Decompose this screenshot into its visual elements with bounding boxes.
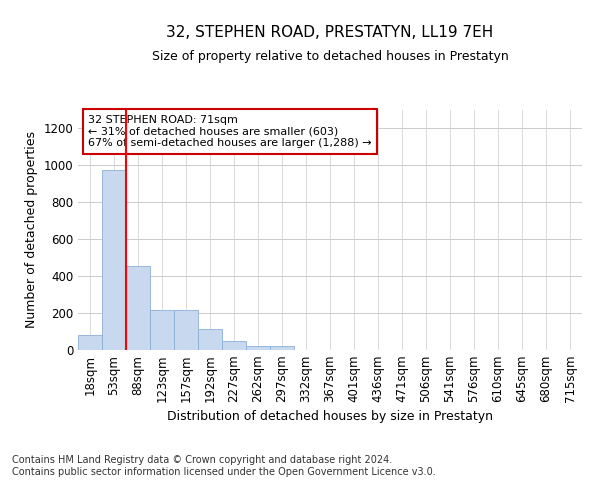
Bar bbox=[78, 335, 102, 350]
Bar bbox=[102, 170, 126, 350]
Text: Distribution of detached houses by size in Prestatyn: Distribution of detached houses by size … bbox=[167, 410, 493, 423]
Text: Contains HM Land Registry data © Crown copyright and database right 2024.
Contai: Contains HM Land Registry data © Crown c… bbox=[12, 455, 436, 476]
Bar bbox=[198, 329, 222, 350]
Bar bbox=[246, 346, 270, 350]
Bar bbox=[270, 346, 294, 350]
Bar bbox=[150, 310, 174, 350]
Bar bbox=[222, 341, 246, 350]
Bar bbox=[126, 266, 150, 350]
Bar bbox=[174, 310, 198, 350]
Y-axis label: Number of detached properties: Number of detached properties bbox=[25, 132, 38, 328]
Text: 32 STEPHEN ROAD: 71sqm
← 31% of detached houses are smaller (603)
67% of semi-de: 32 STEPHEN ROAD: 71sqm ← 31% of detached… bbox=[88, 115, 372, 148]
Text: Size of property relative to detached houses in Prestatyn: Size of property relative to detached ho… bbox=[152, 50, 508, 63]
Text: 32, STEPHEN ROAD, PRESTATYN, LL19 7EH: 32, STEPHEN ROAD, PRESTATYN, LL19 7EH bbox=[166, 25, 494, 40]
